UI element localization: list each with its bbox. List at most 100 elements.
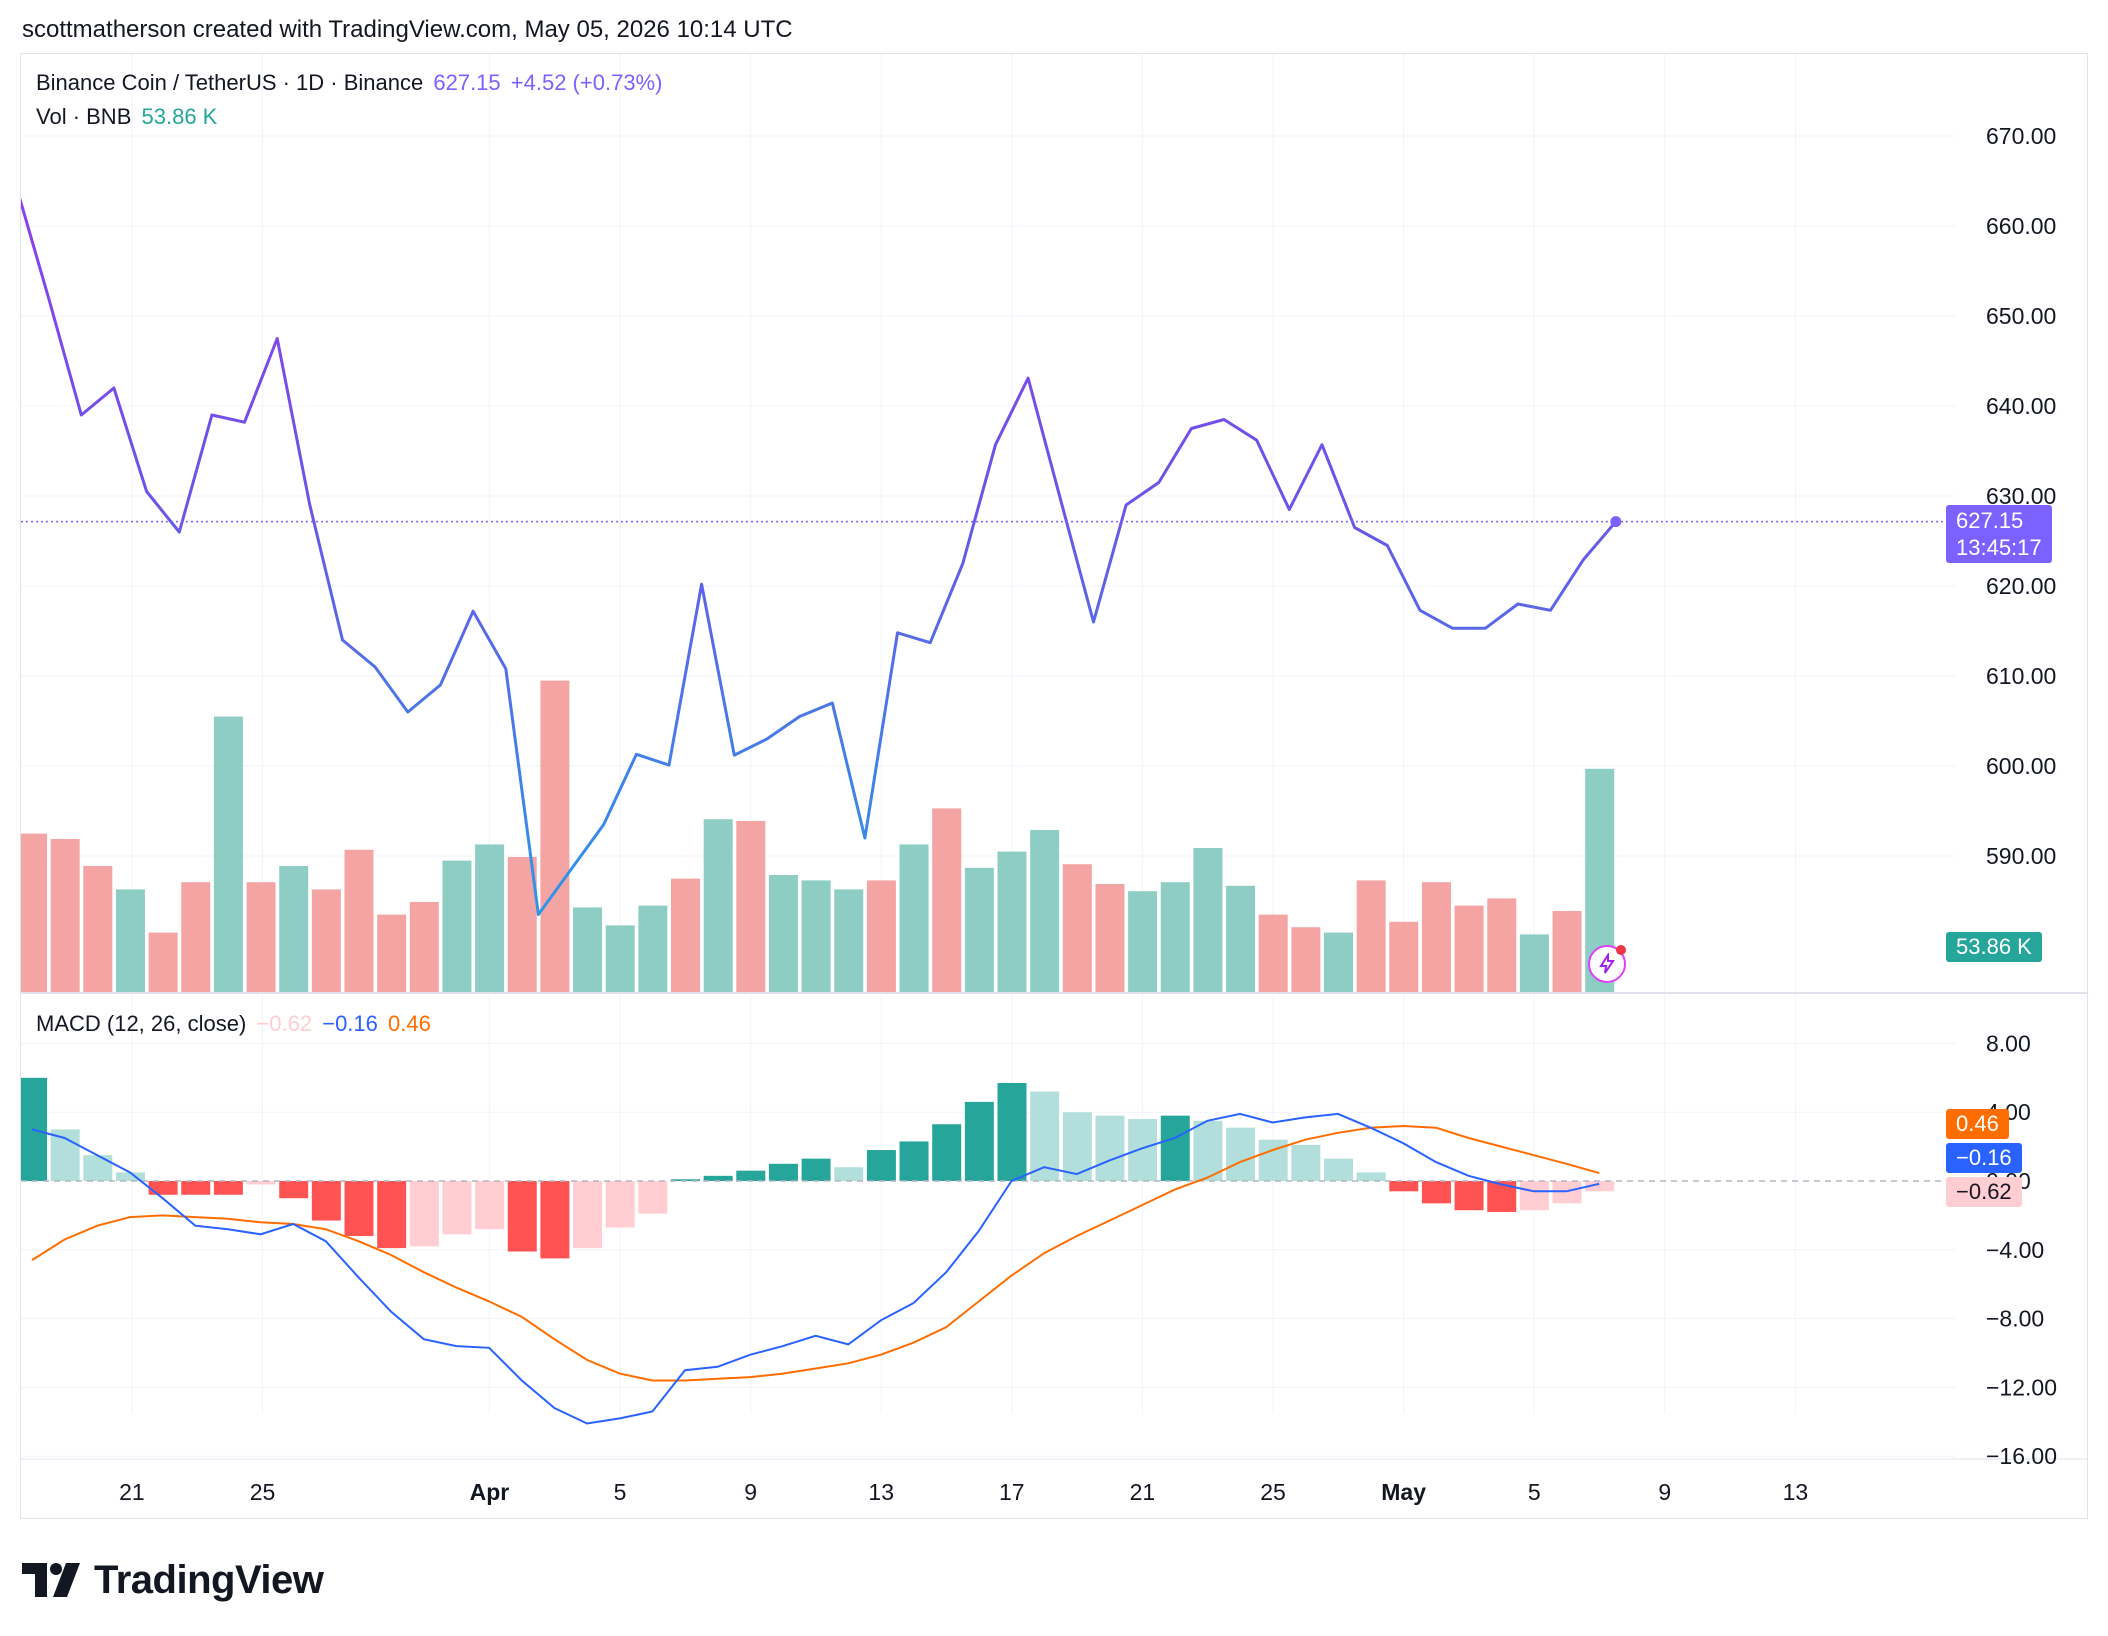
volume-bar [1519,934,1549,992]
volume-bar [573,907,603,992]
volume-bars [21,680,1615,992]
macd-label: MACD (12, 26, close) [36,1011,247,1036]
macd-histogram-bar [1585,1181,1615,1192]
macd-histogram-bar [834,1167,864,1181]
macd-histogram-bar [801,1158,831,1181]
macd-histogram-bar [507,1181,537,1252]
volume-bar [1356,880,1386,992]
volume-bar [1421,882,1451,992]
macd-histogram-bar [1519,1181,1549,1211]
macd-histogram-bar [181,1181,211,1195]
volume-bar [540,680,570,992]
macd-histogram-bar [279,1181,309,1199]
price-axis-tick: 660.00 [1986,213,2056,239]
brand-name: TradingView [94,1557,324,1602]
tradingview-brand: TradingView [22,1556,324,1604]
macd-histogram-bar [932,1124,962,1181]
macd-hist-value: −0.62 [256,1011,313,1036]
time-axis-tick: 13 [868,1479,894,1505]
macd-histogram-bar [605,1181,635,1228]
macd-signal-tag: 0.46 [1946,1109,2009,1139]
volume-bar [932,808,962,992]
volume-bar [1552,911,1582,992]
volume-bar [801,880,831,992]
price-series-line [21,197,1617,916]
volume-bar [1389,921,1419,992]
volume-bar [638,905,668,992]
macd-histogram-bar [540,1181,570,1259]
price-axis-tick: 670.00 [1986,123,2056,149]
macd-histogram-bar [475,1181,505,1230]
time-axis-tick: 17 [999,1479,1025,1505]
volume-bar [1030,830,1060,992]
price-axis-tick: 590.00 [1986,843,2056,869]
macd-histogram-bar [115,1172,145,1181]
macd-hist-tag: −0.62 [1946,1177,2022,1207]
time-axis-tick: 5 [1528,1479,1541,1505]
volume-bar [703,819,733,992]
last-price-point [1610,516,1622,528]
chart-frame[interactable]: 670.00 660.00 650.00 640.00 630.00 620.00 610.… [20,53,2088,1519]
lightning-icon[interactable] [1588,945,1626,983]
price-axis-tick: 630.00 [1986,483,2056,509]
volume-tag: 53.86 K [1946,932,2042,962]
price-axis-tick: 610.00 [1986,663,2056,689]
macd-histogram-bar [768,1163,798,1181]
time-axis-tick: 13 [1783,1479,1809,1505]
volume-bar [377,914,407,992]
current-price-value: 627.15 [1956,508,2024,533]
macd-histogram-bar [1421,1181,1451,1204]
legend-price: 627.15 [433,70,501,95]
macd-histogram-bar [246,1181,276,1185]
volume-bar [1095,884,1125,992]
volume-bar [507,857,537,992]
macd-histogram-bar [964,1101,994,1181]
volume-bar [442,860,472,992]
volume-bar [279,866,309,992]
macd-histogram-bar [311,1181,341,1221]
time-axis-tick: 25 [250,1479,276,1505]
volume-bar [148,932,178,992]
volume-bar [605,925,635,992]
header-credit: scottmatherson created with TradingView.… [22,16,793,43]
macd-histogram-bar [1128,1119,1158,1181]
volume-bar [409,902,439,992]
macd-pane [21,1077,1956,1425]
notification-dot-icon [1616,945,1626,955]
macd-legend: MACD (12, 26, close) −0.62 −0.16 0.46 [36,1011,435,1037]
time-axis-tick: 21 [1130,1479,1156,1505]
volume-bar [475,844,505,992]
macd-histogram-bar [736,1170,766,1181]
macd-axis-tick: −8.00 [1986,1306,2044,1332]
macd-histogram-bar [1324,1158,1353,1181]
price-axis-tick: 640.00 [1986,393,2056,419]
time-axis-tick: May [1381,1479,1426,1505]
price-axis-tick: 650.00 [1986,303,2056,329]
volume-bar [1487,898,1517,992]
macd-histogram-bar [148,1181,178,1195]
time-axis-tick: 5 [614,1479,627,1505]
volume-bar [1160,882,1190,992]
time-axis-tick: 9 [1658,1479,1671,1505]
chart-canvas[interactable]: 670.00 660.00 650.00 640.00 630.00 620.00 610.… [21,54,2087,1518]
macd-histogram-bar [997,1082,1027,1181]
macd-histogram-bar [1160,1115,1190,1181]
macd-histogram-bar [344,1181,374,1237]
volume-bar [213,716,243,992]
macd-histogram-bar [1193,1120,1223,1181]
macd-histogram-bar [1095,1115,1125,1181]
macd-histogram-bar [1226,1127,1256,1181]
volume-bar [964,867,994,992]
volume-legend: Vol · BNB 53.86 K [36,104,221,130]
volume-bar [1193,848,1223,992]
volume-bar [768,875,798,992]
macd-histogram-bar [50,1129,80,1181]
macd-histogram-bar [899,1141,929,1181]
volume-bar [866,880,896,992]
macd-histogram-bar [573,1181,603,1249]
macd-histogram-bar [1454,1181,1484,1211]
time-axis-tick: 21 [119,1479,145,1505]
countdown-value: 13:45:17 [1956,535,2042,560]
macd-axis-tick: 8.00 [1986,1030,2031,1056]
volume-bar [671,878,700,992]
